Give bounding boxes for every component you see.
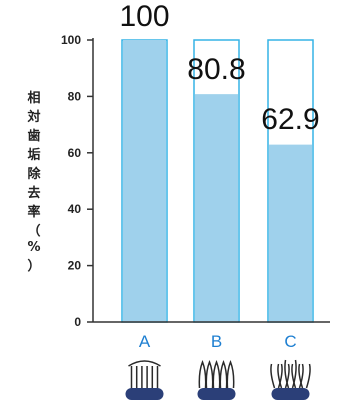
toothbrush-head-icon-c	[270, 359, 311, 400]
toothbrush-head-icon-c-bristle-3	[291, 363, 304, 389]
data-label-C: 62.9	[261, 103, 319, 136]
data-label-B: 80.8	[187, 53, 245, 86]
category-label-C: C	[284, 332, 296, 351]
category-label-A: A	[139, 332, 151, 351]
toothbrush-icons	[125, 359, 311, 400]
toothbrush-head-icon-b-bristle-1	[205, 359, 214, 389]
bar-A	[123, 40, 166, 322]
toothbrush-head-icon-b-bristle-3	[219, 359, 228, 389]
category-label-B: B	[211, 332, 222, 351]
bar-C	[269, 144, 312, 322]
y-axis-title: 相対歯垢除去率（%）	[26, 90, 41, 274]
toothbrush-head-icon-c-bristle-1	[277, 363, 290, 389]
y-tick-label-20: 20	[68, 259, 82, 273]
toothbrush-head-icon-a-handle	[125, 388, 164, 400]
toothbrush-head-icon-b	[197, 359, 236, 400]
toothbrush-head-icon-c-handle	[271, 388, 310, 400]
category-labels: A B C	[139, 332, 297, 351]
y-tick-label-40: 40	[68, 202, 82, 216]
toothbrush-head-icon-a	[125, 360, 164, 400]
toothbrush-head-icon-c-bristle-2	[284, 359, 297, 389]
toothbrush-head-icon-c-bristle-4	[298, 363, 311, 389]
toothbrush-head-icon-b-handle	[197, 388, 236, 400]
y-tick-label-80: 80	[68, 89, 82, 103]
toothbrush-head-icon-b-bristle-4	[226, 359, 235, 389]
toothbrush-head-icon-a-top	[128, 360, 161, 367]
toothbrush-head-icon-b-bristle-0	[198, 359, 207, 389]
toothbrush-head-icon-c-bristle-0	[270, 363, 283, 389]
bar-B	[195, 94, 238, 322]
bars: 100 80.8 62.9	[119, 0, 320, 323]
y-tick-label-60: 60	[68, 146, 82, 160]
toothbrush-head-icon-b-bristle-2	[212, 359, 221, 389]
data-label-A: 100	[119, 0, 169, 33]
y-axis-ticks: 0 20 40 60 80 100	[61, 33, 93, 329]
y-tick-label-0: 0	[74, 315, 81, 329]
y-tick-label-100: 100	[61, 33, 81, 47]
y-axis-label: 相対歯垢除去率（%）	[26, 90, 41, 274]
